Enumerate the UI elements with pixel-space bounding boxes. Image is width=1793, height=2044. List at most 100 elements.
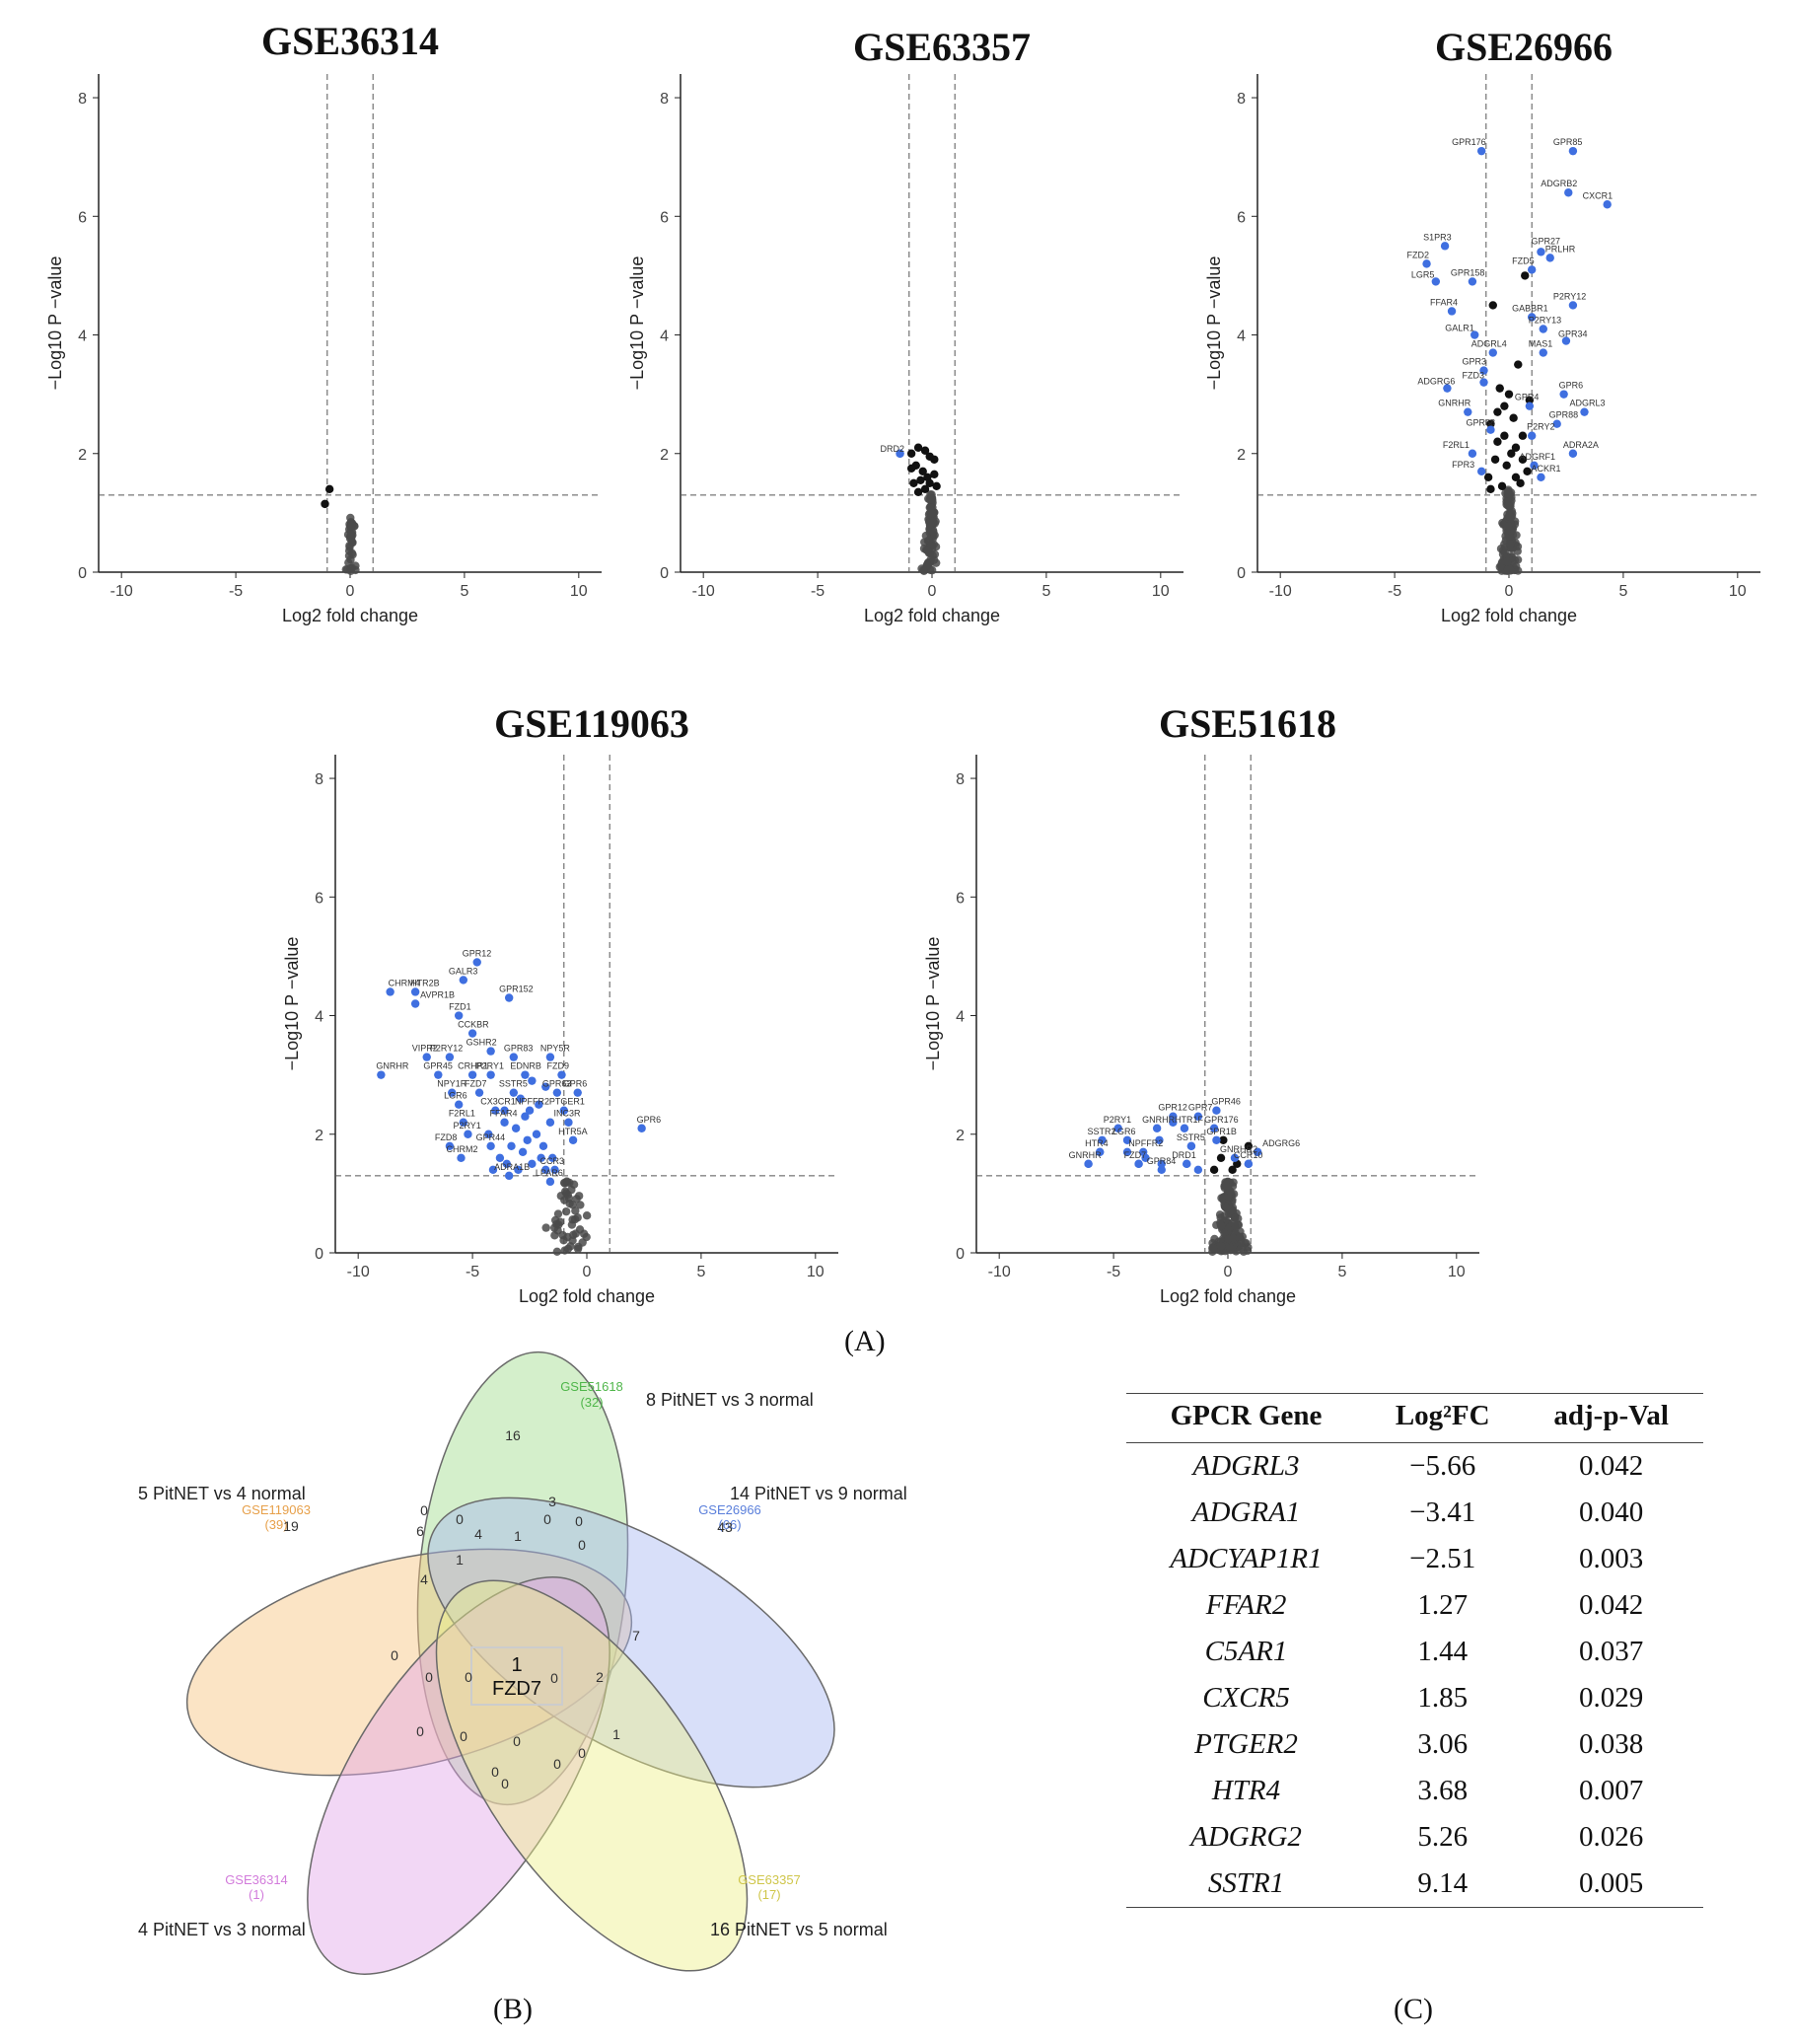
gene-label: CCR10	[1234, 1150, 1263, 1160]
venn-region-count: 0	[578, 1745, 586, 1761]
significant-point	[467, 1070, 477, 1079]
data-point	[913, 487, 923, 497]
significant-point	[484, 1130, 493, 1138]
gene-label: GPR6	[563, 1079, 588, 1089]
gene-label: GPR176	[1204, 1115, 1239, 1125]
gene-label: GNRHR	[1438, 399, 1470, 408]
venn-set-name: GSE119063	[242, 1502, 311, 1517]
x-tick-label: -5	[466, 1264, 479, 1280]
data-point	[321, 499, 329, 509]
gene-label: HTR1F	[1175, 1115, 1204, 1125]
significant-point	[535, 1100, 543, 1109]
significant-point	[434, 1070, 443, 1079]
data-point	[563, 1232, 572, 1242]
data-point	[1221, 1204, 1231, 1212]
table-row: ADGRA1 −3.41 0.040	[1126, 1490, 1703, 1536]
significant-point	[1476, 146, 1486, 156]
venn-region-count: 0	[578, 1537, 586, 1553]
significant-point	[1157, 1165, 1166, 1175]
significant-point	[500, 1118, 509, 1127]
cell-gene: SSTR1	[1126, 1861, 1367, 1908]
significant-point	[545, 1053, 555, 1061]
significant-point	[557, 1070, 566, 1079]
header-adjp: adj-p-Val	[1519, 1393, 1703, 1443]
gene-label: ADGRF1	[1520, 452, 1556, 462]
significant-point	[541, 1082, 550, 1091]
y-axis-label: −Log10 P −value	[282, 937, 302, 1071]
data-point	[324, 484, 334, 494]
significant-point	[523, 1135, 532, 1144]
gene-label: GNRHR	[1142, 1115, 1175, 1125]
gene-label: GSHR2	[466, 1038, 497, 1048]
significant-point	[1537, 248, 1545, 256]
significant-point	[1479, 378, 1488, 387]
gene-label: ADGRL4	[1471, 339, 1507, 349]
data-point	[1514, 360, 1523, 369]
venn-set-ellipse	[185, 1548, 633, 1777]
significant-point	[464, 1130, 472, 1138]
gene-label: HTR2B	[410, 978, 440, 987]
significant-point	[1559, 390, 1568, 399]
data-point	[1495, 562, 1504, 571]
significant-point	[1537, 473, 1545, 482]
cell-gene: ADCYAP1R1	[1170, 1542, 1323, 1574]
data-point	[344, 547, 354, 555]
y-tick-label: 2	[956, 1128, 965, 1144]
significant-point	[1580, 407, 1589, 416]
volcano-plot-gse63357: -10 -5 0 5 10 0 2 4 6 8 Log2 fold change −Log10 P −…	[627, 74, 1183, 625]
significant-point	[1568, 449, 1578, 458]
significant-point	[1564, 188, 1573, 197]
gene-label: ADGRG6	[1417, 377, 1455, 387]
significant-point	[1568, 146, 1578, 156]
significant-point	[410, 987, 420, 996]
header-log2fc: Log²FC	[1366, 1393, 1520, 1443]
data-point	[561, 1206, 571, 1216]
venn-region-count: 0	[550, 1670, 558, 1686]
venn-set-description: 4 PitNET vs 3 normal	[138, 1920, 306, 1939]
y-tick-label: 4	[1237, 328, 1246, 345]
cell-adjp: 0.007	[1579, 1774, 1644, 1806]
significant-point	[1488, 348, 1497, 357]
gene-label: NPFFR2	[515, 1097, 549, 1107]
gene-label: AVPR1B	[420, 990, 455, 1000]
venn-region-count: 4	[420, 1571, 428, 1587]
gene-label: NPY1R	[437, 1079, 467, 1089]
gene-label: GABBR1	[1512, 303, 1548, 313]
significant-point	[1084, 1159, 1093, 1169]
gene-label: ACKR1	[1531, 464, 1560, 474]
gene-label: GPR34	[1558, 329, 1588, 339]
significant-point	[448, 1088, 457, 1097]
significant-point	[1169, 1112, 1178, 1121]
data-point	[553, 1226, 562, 1235]
x-axis-label: Log2 fold change	[1441, 606, 1577, 625]
x-tick-label: -10	[110, 583, 133, 600]
data-point	[1225, 1242, 1234, 1251]
venn-center-box	[470, 1646, 563, 1706]
data-point	[1234, 1214, 1243, 1223]
data-point	[1495, 384, 1504, 393]
gene-label: FZD1	[449, 1002, 471, 1012]
significant-point	[486, 1047, 495, 1056]
significant-point	[1545, 254, 1554, 262]
data-point	[1244, 1141, 1254, 1150]
y-tick-label: 2	[315, 1128, 323, 1144]
volcano-title-1: GSE36314	[260, 19, 440, 63]
cell-gene: CXCR5	[1202, 1681, 1290, 1714]
significant-point	[386, 987, 394, 996]
significant-point	[1212, 1106, 1221, 1115]
significant-point	[1186, 1141, 1196, 1150]
volcano-plot-gse51618: -10 -5 0 5 10 0 2 4 6 8 Log2 fold change −Log10 P −…	[923, 755, 1479, 1306]
gene-label: GPR6	[637, 1115, 662, 1125]
significant-point	[502, 1159, 512, 1169]
data-point	[922, 560, 931, 570]
x-tick-label: -10	[347, 1264, 370, 1280]
significant-point	[1561, 336, 1571, 345]
data-point	[570, 1214, 580, 1224]
cell-log2fc: 1.27	[1417, 1588, 1469, 1621]
cell-adjp: 0.037	[1579, 1635, 1644, 1667]
data-point	[1518, 431, 1528, 440]
gene-label: GPR85	[1553, 137, 1583, 147]
venn-region-count: 3	[548, 1494, 556, 1509]
gene-label: NPFFR2	[1128, 1138, 1163, 1148]
data-point	[564, 1194, 574, 1203]
